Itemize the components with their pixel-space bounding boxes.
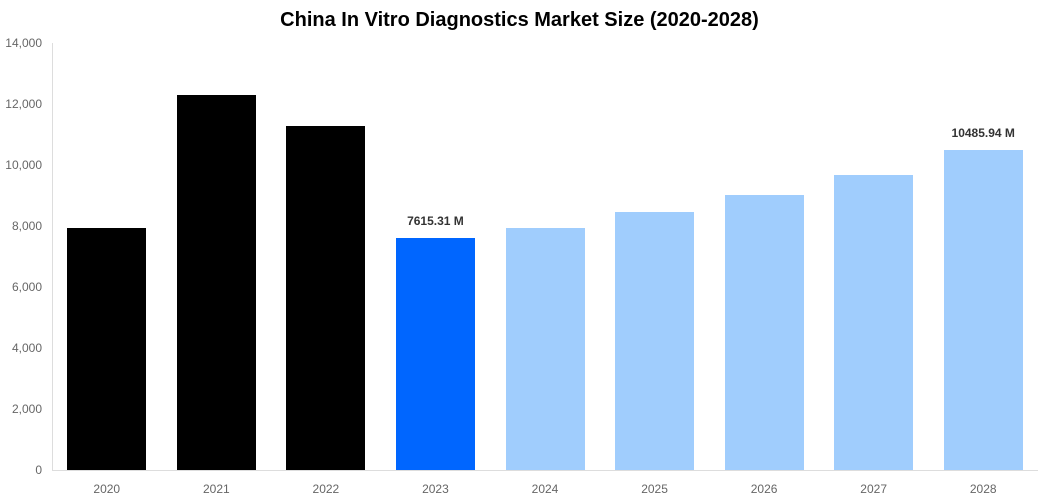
- bar-2028[interactable]: [943, 150, 1023, 470]
- x-tick-label: 2022: [312, 482, 340, 496]
- x-tick-label: 2024: [531, 482, 559, 496]
- x-axis-line: [52, 470, 1038, 471]
- x-tick-label: 2020: [93, 482, 121, 496]
- x-tick-label: 2027: [860, 482, 887, 496]
- y-tick-label: 4,000: [11, 341, 42, 355]
- y-axis-line: [52, 43, 53, 471]
- y-tick-label: 12,000: [5, 97, 42, 111]
- y-tick-label: 0: [35, 463, 42, 477]
- data-label: 7615.31 M: [407, 213, 464, 228]
- bar-2022[interactable]: [286, 125, 366, 470]
- x-tick-label: 2025: [641, 482, 668, 496]
- y-tick-label: 6,000: [11, 280, 42, 294]
- x-tick-label: 2026: [750, 482, 778, 496]
- bar-2025[interactable]: [615, 211, 695, 470]
- y-tick-label: 14,000: [5, 36, 42, 50]
- y-tick-label: 2,000: [11, 402, 42, 416]
- bar-2023[interactable]: [395, 237, 475, 470]
- bar-2020[interactable]: [67, 227, 147, 470]
- x-tick-label: 2028: [969, 482, 997, 496]
- bar-2021[interactable]: [176, 94, 256, 470]
- x-tick-label: 2021: [202, 482, 230, 496]
- bar-2027[interactable]: [834, 175, 914, 470]
- x-tick-label: 2023: [422, 482, 449, 496]
- y-tick-label: 8,000: [11, 219, 42, 233]
- bar-2026[interactable]: [724, 194, 804, 470]
- bar-2024[interactable]: [505, 227, 585, 470]
- data-label: 10485.94 M: [951, 126, 1015, 141]
- chart-title: China In Vitro Diagnostics Market Size (…: [280, 9, 759, 31]
- y-tick-label: 10,000: [5, 158, 42, 172]
